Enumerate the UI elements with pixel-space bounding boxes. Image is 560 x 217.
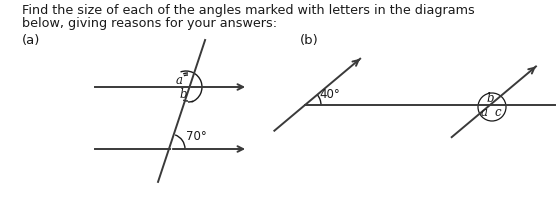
Text: (a): (a) — [22, 34, 40, 47]
Text: b: b — [486, 92, 494, 105]
Text: Find the size of each of the angles marked with letters in the diagrams: Find the size of each of the angles mark… — [22, 4, 475, 17]
Text: 40°: 40° — [319, 88, 340, 101]
Text: 70°: 70° — [186, 130, 207, 143]
Text: a: a — [480, 107, 488, 120]
Text: below, giving reasons for your answers:: below, giving reasons for your answers: — [22, 17, 277, 30]
Text: (b): (b) — [300, 34, 319, 47]
Text: b: b — [179, 89, 186, 102]
Text: c: c — [494, 107, 501, 120]
Text: a: a — [175, 74, 183, 87]
